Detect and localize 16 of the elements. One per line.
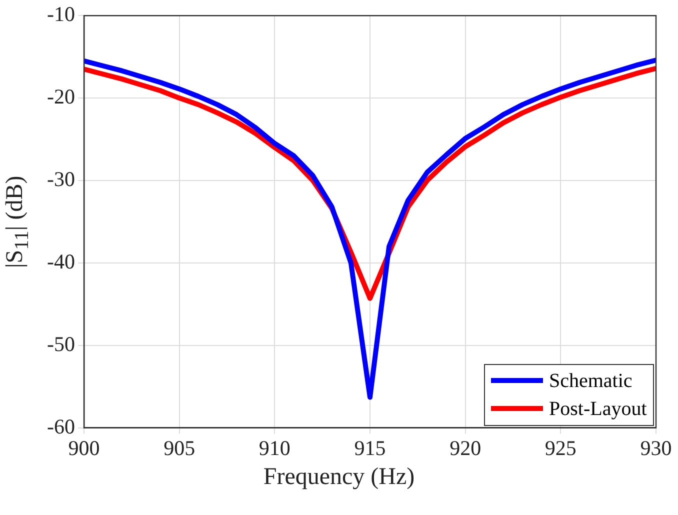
x-tick-label: 910 (258, 436, 290, 460)
legend-label: Post-Layout (549, 396, 647, 422)
y-tick-label: -10 (46, 2, 75, 26)
x-tick-label: 905 (164, 436, 196, 460)
y-tick-label: -40 (46, 249, 75, 274)
x-axis-title: Frequency (Hz) (262, 464, 416, 491)
x-tick-label: 930 (640, 436, 672, 460)
y-tick-label: -60 (46, 414, 75, 438)
x-tick-label: 925 (544, 436, 576, 460)
x-tick-label: 915 (354, 436, 386, 460)
legend-label: Schematic (549, 368, 632, 394)
y-tick-label: -50 (46, 332, 75, 356)
x-tick-label: 920 (450, 436, 482, 460)
y-tick-label: -20 (46, 84, 75, 109)
x-tick-label: 900 (68, 436, 100, 460)
y-tick-label: -30 (46, 166, 75, 191)
